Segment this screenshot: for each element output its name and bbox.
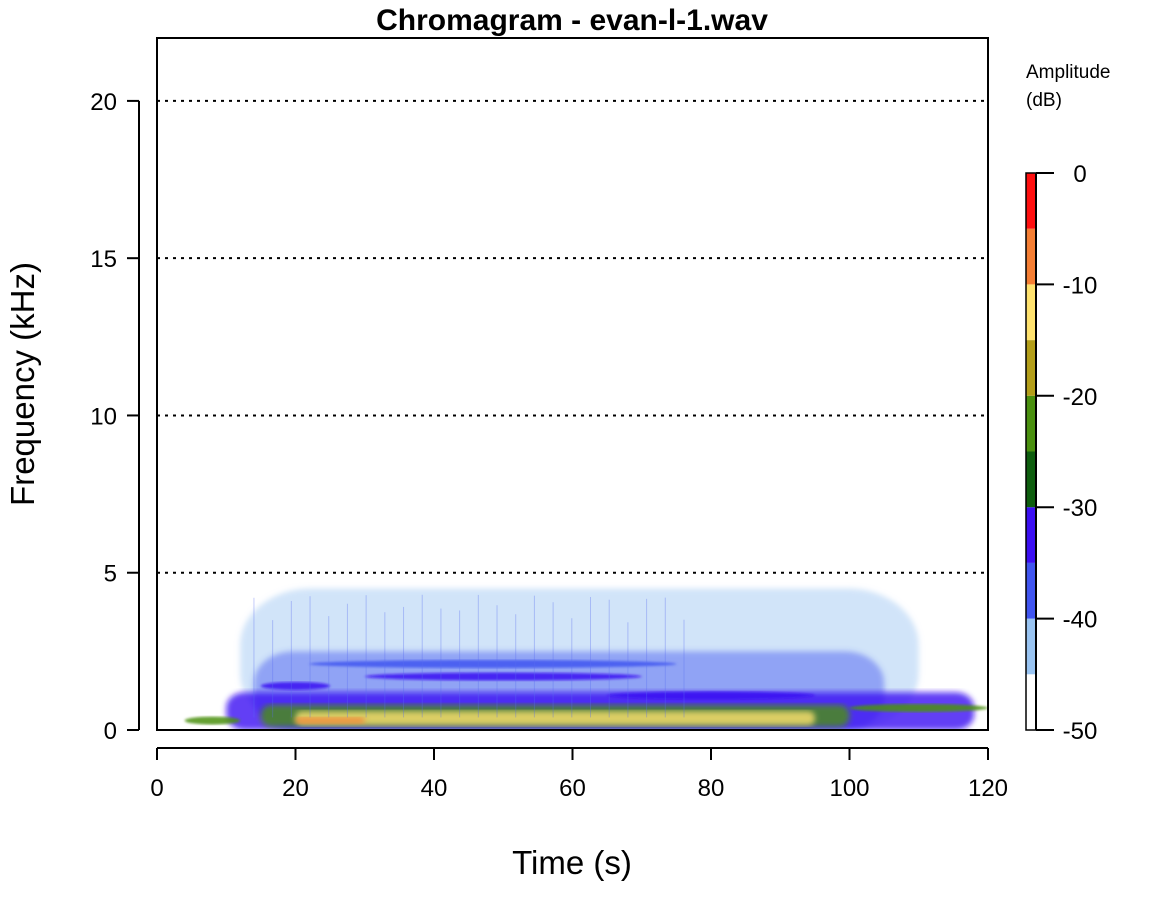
legend-tick-label-1: -10 xyxy=(1063,272,1098,299)
legend-swatch-3 xyxy=(1026,507,1036,563)
x-tick-label-2: 40 xyxy=(421,775,448,802)
legend-tick-label-2: -20 xyxy=(1063,384,1098,411)
legend-swatch-2 xyxy=(1026,562,1036,619)
y-tick-label-2: 10 xyxy=(90,403,117,430)
legend-tick-label-0: 0 xyxy=(1073,161,1086,188)
harmonic-band-0 xyxy=(184,716,241,725)
legend-title-line1: Amplitude xyxy=(1026,62,1111,83)
y-tick-label-4: 20 xyxy=(90,89,117,116)
x-tick-label-1: 20 xyxy=(282,775,309,802)
energy-region-4 xyxy=(295,711,815,726)
legend-swatch-4 xyxy=(1026,451,1036,508)
legend-title-line2: (dB) xyxy=(1026,90,1062,111)
legend-tick-label-5: -50 xyxy=(1063,718,1098,745)
y-tick-label-0: 0 xyxy=(104,718,117,745)
y-axis: 0 5 10 15 20 xyxy=(90,89,140,745)
y-tick-label-3: 15 xyxy=(90,246,117,273)
legend-swatch-7 xyxy=(1026,284,1036,341)
legend-swatch-6 xyxy=(1026,340,1036,396)
legend-swatch-8 xyxy=(1026,228,1036,285)
legend-swatch-0 xyxy=(1026,674,1036,730)
x-axis: 0 20 40 60 80 100 120 xyxy=(150,747,1008,802)
gridlines xyxy=(157,99,988,574)
legend-swatch-5 xyxy=(1026,395,1036,452)
legend-tick-label-3: -30 xyxy=(1063,495,1098,522)
harmonic-band-5 xyxy=(607,691,815,700)
legend-swatch-1 xyxy=(1026,618,1036,675)
energy-region-5 xyxy=(295,717,365,724)
x-tick-label-4: 80 xyxy=(698,775,725,802)
x-tick-label-5: 100 xyxy=(829,775,869,802)
heatmap-layer xyxy=(184,588,988,730)
harmonic-band-2 xyxy=(260,681,331,690)
legend-tick-label-4: -40 xyxy=(1063,607,1098,634)
x-tick-label-6: 120 xyxy=(968,775,1008,802)
harmonic-band-3 xyxy=(309,659,677,668)
y-tick-label-1: 5 xyxy=(104,561,117,588)
harmonic-band-1 xyxy=(849,703,988,712)
color-legend: Amplitude (dB) 0 -10 -20 -30 -40 -50 xyxy=(1025,62,1111,745)
y-axis-label: Frequency (kHz) xyxy=(4,262,41,506)
chart-title: Chromagram - evan-l-1.wav xyxy=(376,4,768,37)
x-axis-label: Time (s) xyxy=(512,844,632,881)
plot-frame xyxy=(156,37,989,731)
harmonic-band-4 xyxy=(364,672,642,681)
x-tick-label-3: 60 xyxy=(559,775,586,802)
legend-swatch-9 xyxy=(1026,173,1036,229)
x-tick-label-0: 0 xyxy=(150,775,163,802)
